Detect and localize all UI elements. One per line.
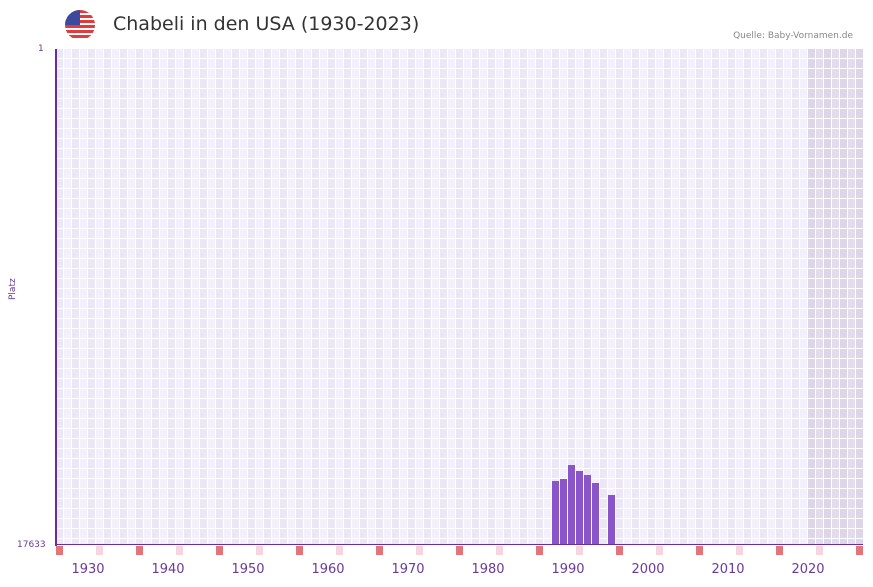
year-marker bbox=[656, 546, 663, 555]
x-tick-2010: 2010 bbox=[711, 562, 745, 577]
x-axis-line bbox=[55, 544, 863, 545]
x-tick-1960: 1960 bbox=[311, 562, 345, 577]
bar-1994[interactable] bbox=[584, 474, 591, 545]
year-marker bbox=[56, 546, 63, 555]
year-marker bbox=[536, 546, 543, 555]
year-marker bbox=[296, 546, 303, 555]
x-tick-1970: 1970 bbox=[391, 562, 425, 577]
y-tick-top: 1 bbox=[38, 44, 44, 54]
year-marker bbox=[816, 546, 823, 555]
x-tick-1940: 1940 bbox=[151, 562, 185, 577]
year-marker bbox=[136, 546, 143, 555]
chart-title: Chabeli in den USA (1930-2023) bbox=[113, 13, 420, 35]
y-axis-label: Platz bbox=[8, 278, 18, 300]
x-tick-2020: 2020 bbox=[791, 562, 825, 577]
y-axis-line bbox=[55, 49, 57, 546]
year-marker bbox=[416, 546, 423, 555]
bar-1997[interactable] bbox=[608, 494, 615, 545]
year-marker bbox=[856, 546, 863, 555]
bar-1995[interactable] bbox=[592, 482, 599, 545]
bar-1991[interactable] bbox=[560, 478, 567, 545]
plot-area bbox=[56, 49, 863, 545]
x-tick-1990: 1990 bbox=[551, 562, 585, 577]
x-tick-1980: 1980 bbox=[471, 562, 505, 577]
year-marker bbox=[336, 546, 343, 555]
bar-1993[interactable] bbox=[576, 470, 583, 545]
year-marker bbox=[456, 546, 463, 555]
year-marker bbox=[176, 546, 183, 555]
year-marker bbox=[376, 546, 383, 555]
x-tick-1950: 1950 bbox=[231, 562, 265, 577]
source-label: Quelle: Baby-Vornamen.de bbox=[733, 31, 853, 41]
year-marker bbox=[216, 546, 223, 555]
us-flag-icon bbox=[65, 10, 95, 40]
year-marker bbox=[256, 546, 263, 555]
bar-1990[interactable] bbox=[552, 480, 559, 545]
bar-1992[interactable] bbox=[568, 464, 575, 545]
year-marker bbox=[96, 546, 103, 555]
year-marker bbox=[576, 546, 583, 555]
year-marker bbox=[696, 546, 703, 555]
x-tick-2000: 2000 bbox=[631, 562, 665, 577]
y-tick-bottom: 17633 bbox=[17, 540, 46, 550]
year-marker bbox=[736, 546, 743, 555]
x-tick-1930: 1930 bbox=[71, 562, 105, 577]
year-marker bbox=[776, 546, 783, 555]
year-marker bbox=[616, 546, 623, 555]
year-marker bbox=[496, 546, 503, 555]
